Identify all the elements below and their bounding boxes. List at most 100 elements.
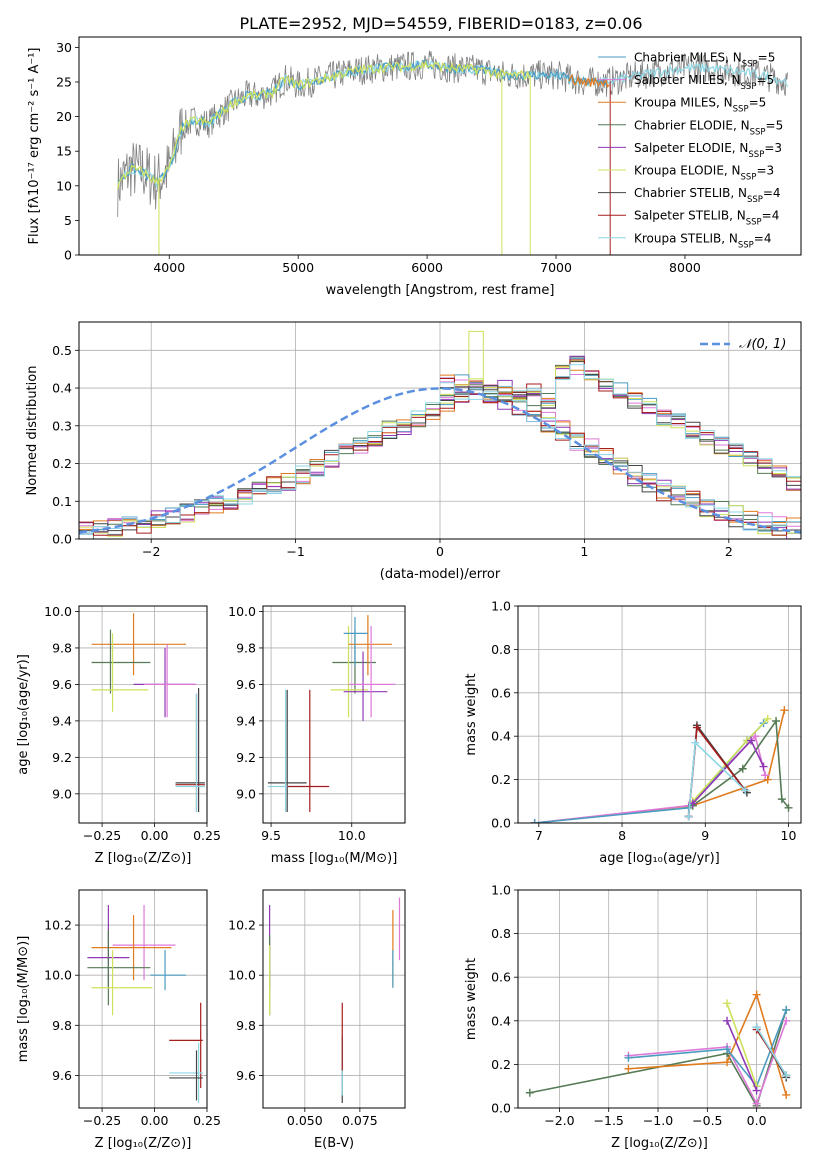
errorbar-point (175, 688, 205, 813)
x-tick-label: 7000 (540, 260, 572, 275)
plot-area (79, 330, 801, 539)
y-tick-label: 9.8 (236, 640, 256, 655)
errorbar-point (144, 644, 197, 718)
y-tick-label: 0.8 (491, 642, 511, 657)
weight-line (534, 722, 765, 823)
y-tick-label: 9.2 (52, 750, 72, 765)
axes-frame (262, 889, 406, 1109)
errorbar-point (267, 689, 307, 813)
model-spectrum (568, 73, 610, 89)
y-tick-label: 9.8 (236, 1018, 256, 1033)
panel-mass-vs-Z: −0.25 0.00 0.25 9.6 9.8 10.0 10.2 Z [log₁₀(Z/Z⊙… (16, 889, 221, 1151)
y-tick-label: 0.5 (52, 343, 72, 358)
y-tick-label: 1.0 (491, 883, 511, 898)
y-tick-label: 0.4 (491, 1013, 511, 1028)
y-axis-label: age [log₁₀(age/yr)] (16, 654, 31, 775)
panel-spectrum: 4000 5000 6000 7000 8000 0 5 10 15 20 25 30 waveleng… (27, 36, 802, 298)
weight-marker (784, 803, 793, 812)
weight-marker (723, 1016, 732, 1025)
weight-marker (751, 732, 760, 741)
weight-marker (747, 736, 756, 745)
x-axis-label: Z [log₁₀(Z/Z⊙)] (611, 1136, 708, 1151)
y-tick-label: 5 (64, 213, 72, 228)
weight-marker (780, 706, 789, 715)
panel-residuals: −2 −1 0 1 2 0.0 0.1 0.2 0.3 0.4 0.5 (data-model)/er… (25, 321, 802, 582)
axes-frame (517, 605, 802, 824)
x-tick-label: 6000 (411, 260, 443, 275)
weight-marker (752, 1023, 761, 1032)
y-tick-label: 9.2 (236, 750, 256, 765)
weight-line (628, 992, 787, 1096)
x-tick-label: −0.5 (692, 1113, 722, 1128)
y-tick-label: 9.4 (236, 713, 256, 728)
legend-label: Kroupa MILES, NSSP=5 (634, 96, 766, 115)
y-axis-label: mass weight (464, 958, 479, 1040)
plot-area (269, 897, 401, 1103)
y-tick-label: 0.0 (52, 532, 72, 547)
y-tick-label: 0.4 (491, 729, 511, 744)
weight-marker (772, 717, 781, 726)
histogram-right (440, 382, 801, 531)
x-axis-label: Z [log₁₀(Z/Z⊙)] (95, 851, 192, 866)
errorbar-point (87, 930, 151, 1006)
y-tick-label: 9.4 (52, 713, 72, 728)
errorbar-point (287, 689, 330, 813)
y-tick-label: 0.2 (491, 772, 511, 787)
axes-frame (78, 605, 208, 824)
x-tick-label: 1 (580, 544, 588, 559)
x-tick-label: 0.0 (747, 1113, 767, 1128)
x-tick-label: 0.075 (342, 1113, 378, 1128)
plot-area (267, 615, 396, 813)
weight-marker (684, 812, 693, 821)
weight-marker (782, 1071, 791, 1080)
legend-label: Kroupa ELODIE, NSSP=3 (634, 164, 774, 183)
weight-marker (624, 1064, 633, 1073)
errorbar-point (175, 693, 205, 813)
plot-area (87, 905, 203, 1103)
weight-marker (525, 1088, 534, 1097)
errorbar-point (343, 651, 388, 721)
legend-label: Kroupa STELIB, NSSP=4 (634, 231, 772, 250)
y-tick-label: 10.0 (44, 604, 72, 619)
x-tick-label: 8 (618, 828, 626, 843)
axes-frame (262, 605, 406, 824)
plot-area (525, 990, 791, 1108)
weight-marker (723, 999, 732, 1008)
x-axis-label: (data-model)/error (380, 567, 501, 582)
weight-marker (782, 1090, 791, 1099)
y-tick-label: 0.3 (52, 418, 72, 433)
x-tick-label: 0.00 (141, 828, 169, 843)
errorbar-point (169, 1042, 203, 1103)
panel-mass-vs-EBV: 0.050 0.075 9.6 9.8 10.0 10.2 E(B-V) (228, 889, 406, 1151)
x-tick-label: 10 (781, 828, 797, 843)
y-tick-label: 9.6 (52, 677, 72, 692)
x-tick-label: 10.0 (338, 828, 366, 843)
y-tick-label: 0.6 (491, 970, 511, 985)
y-tick-label: 10.0 (44, 968, 72, 983)
y-tick-label: 10.2 (44, 918, 72, 933)
x-tick-label: 0.00 (141, 1113, 169, 1128)
y-tick-label: 9.0 (236, 786, 256, 801)
y-tick-label: 9.6 (52, 1068, 72, 1083)
panel-weight-vs-Z: −2.0 −1.5 −1.0 −0.5 0.0 0.0 0.2 0.4 0.6 0.8 1.0 Z [… (464, 883, 802, 1151)
figure-title: PLATE=2952, MJD=54559, FIBERID=0183, z=0… (239, 14, 642, 33)
legend-label: Salpeter ELODIE, NSSP=3 (634, 141, 782, 160)
errorbar-point (112, 905, 176, 981)
y-tick-label: 10.0 (228, 604, 256, 619)
x-axis-label: age [log₁₀(age/yr)] (599, 851, 720, 866)
errorbar-point (91, 633, 149, 712)
y-tick-label: 20 (56, 109, 72, 124)
y-tick-label: 9.6 (236, 677, 256, 692)
x-axis-label: E(B-V) (314, 1136, 354, 1151)
weight-marker (759, 762, 768, 771)
errorbar-point (133, 647, 195, 718)
weight-marker (692, 723, 701, 732)
x-tick-label: −1.0 (643, 1113, 673, 1128)
y-tick-label: 0 (64, 248, 72, 263)
histogram-right (440, 385, 801, 532)
legend-label: 𝒩(0, 1) (739, 337, 786, 352)
errorbar-point (348, 626, 396, 718)
x-tick-label: 8000 (669, 260, 701, 275)
panel-weight-vs-age: 7 8 9 10 0.0 0.2 0.4 0.6 0.8 1.0 age [log₁₀(age/yr… (464, 599, 802, 866)
histogram-kroupa-stelib (79, 364, 801, 539)
